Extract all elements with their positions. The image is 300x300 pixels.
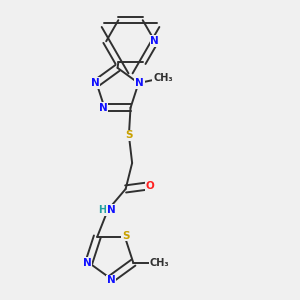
Text: N: N [91, 78, 99, 88]
Text: O: O [146, 181, 154, 191]
Text: N: N [83, 258, 92, 268]
Text: N: N [107, 275, 116, 286]
Text: N: N [135, 78, 144, 88]
Text: H: H [98, 205, 106, 215]
Text: CH₃: CH₃ [149, 258, 169, 268]
Text: CH₃: CH₃ [153, 73, 173, 83]
Text: S: S [122, 231, 130, 241]
Text: N: N [107, 205, 116, 215]
Text: N: N [99, 103, 107, 113]
Text: S: S [125, 130, 133, 140]
Text: N: N [151, 36, 159, 46]
